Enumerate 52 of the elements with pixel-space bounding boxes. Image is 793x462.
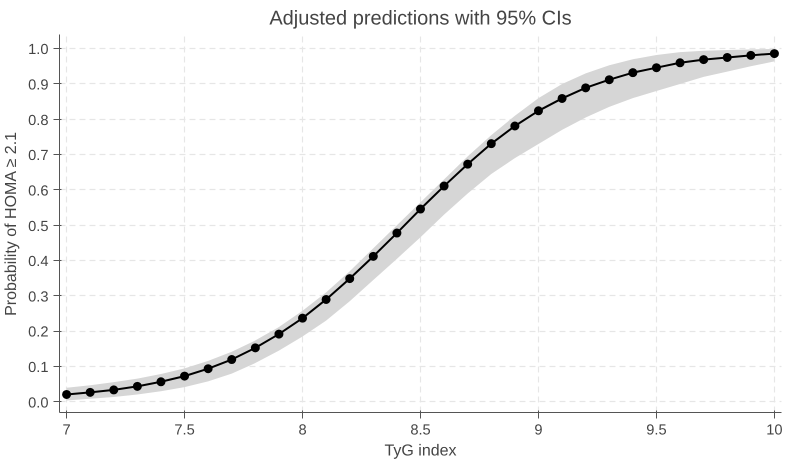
point — [86, 388, 95, 397]
point — [156, 377, 166, 386]
point — [416, 204, 425, 214]
x-axis-title: TyG index — [384, 442, 457, 460]
x-tick-label: 10 — [766, 422, 783, 438]
point — [722, 52, 732, 62]
point — [180, 372, 190, 381]
point — [368, 252, 378, 261]
point — [227, 355, 236, 364]
point — [746, 50, 756, 60]
y-tick-label: 0.6 — [28, 183, 48, 200]
point — [463, 160, 472, 169]
point — [510, 122, 520, 130]
point — [558, 94, 567, 103]
point — [62, 390, 72, 399]
point — [486, 139, 496, 148]
y-tick-label: 0.8 — [28, 112, 48, 129]
y-tick-label: 0.1 — [28, 360, 48, 376]
point — [132, 382, 142, 391]
point — [298, 314, 308, 323]
point — [699, 55, 708, 64]
x-tick-label: 9 — [534, 422, 543, 438]
point — [628, 68, 638, 78]
point — [440, 182, 449, 191]
x-tick-label: 8 — [298, 422, 307, 438]
point — [604, 75, 614, 84]
point — [274, 330, 284, 339]
point — [322, 294, 331, 304]
x-tick-label: 9.5 — [646, 422, 667, 438]
y-tick-label: 1.0 — [28, 42, 48, 58]
point — [652, 63, 661, 72]
point — [676, 58, 685, 68]
y-tick-label: 0.0 — [28, 395, 48, 412]
y-tick-label: 0.7 — [28, 148, 48, 164]
point — [204, 364, 213, 374]
chart-title: Adjusted predictions with 95% CIs — [269, 8, 572, 30]
y-tick-label: 0.9 — [28, 77, 48, 94]
y-tick-label: 0.5 — [28, 218, 48, 235]
point — [581, 83, 590, 92]
y-tick-label: 0.3 — [28, 289, 48, 306]
point — [345, 274, 354, 284]
point — [250, 343, 260, 352]
y-tick-label: 0.2 — [28, 324, 48, 341]
point — [392, 228, 402, 238]
y-tick-label: 0.4 — [28, 254, 48, 270]
x-tick-label: 7.5 — [174, 422, 195, 438]
point — [534, 106, 543, 116]
point — [109, 385, 118, 394]
y-axis-title: Probability of HOMA ≥ 2.1 — [3, 132, 20, 316]
x-tick-label: 7 — [62, 422, 71, 438]
x-tick-label: 8.5 — [410, 422, 431, 438]
point — [770, 49, 779, 58]
